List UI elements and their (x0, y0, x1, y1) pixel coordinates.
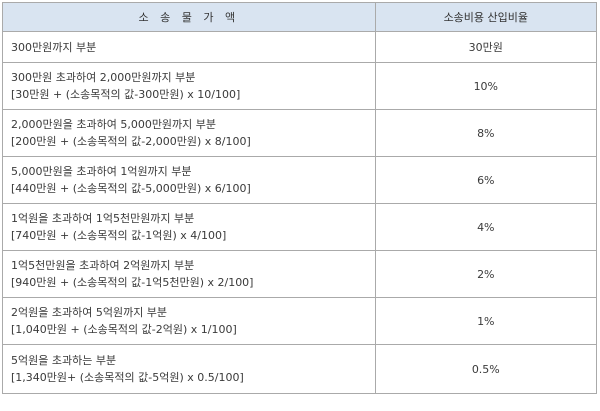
rate-cell: 6% (374, 156, 598, 204)
range-cell: 2억원을 초과하여 5억원까지 부분 [1,040만원 + (소송목적의 값-2… (2, 297, 376, 345)
table-row: 5,000만원을 초과하여 1억원까지 부분 [440만원 + (소송목적의 값… (2, 156, 598, 204)
rate-cell: 0.5% (374, 344, 598, 394)
range-cell: 2,000만원을 초과하여 5,000만원까지 부분 [200만원 + (소송목… (2, 109, 376, 157)
table-row: 2,000만원을 초과하여 5,000만원까지 부분 [200만원 + (소송목… (2, 109, 598, 157)
range-cell: 1억5천만원을 초과하여 2억원까지 부분 [940만원 + (소송목적의 값-… (2, 250, 376, 298)
range-text: 2억원을 초과하여 5억원까지 부분 (11, 306, 168, 319)
range-cell: 300만원 초과하여 2,000만원까지 부분 [30만원 + (소송목적의 값… (2, 62, 376, 110)
rate-cell: 4% (374, 203, 598, 251)
table-row: 300만원 초과하여 2,000만원까지 부분 [30만원 + (소송목적의 값… (2, 62, 598, 110)
formula-text: [200만원 + (소송목적의 값-2,000만원) x 8/100] (11, 135, 251, 148)
range-cell: 5,000만원을 초과하여 1억원까지 부분 [440만원 + (소송목적의 값… (2, 156, 376, 204)
table-row: 1억5천만원을 초과하여 2억원까지 부분 [940만원 + (소송목적의 값-… (2, 250, 598, 298)
formula-text: [1,340만원+ (소송목적의 값-5억원) x 0.5/100] (11, 371, 244, 384)
rate-cell: 8% (374, 109, 598, 157)
table-row: 300만원까지 부분 30만원 (2, 31, 598, 63)
rate-cell: 2% (374, 250, 598, 298)
rate-cell: 10% (374, 62, 598, 110)
range-text: 5억원을 초과하는 부분 (11, 354, 117, 367)
litigation-cost-table: 소 송 물 가 액 소송비용 산입비율 300만원까지 부분 30만원 300만… (2, 2, 598, 394)
range-cell: 1억원을 초과하여 1억5천만원까지 부분 [740만원 + (소송목적의 값-… (2, 203, 376, 251)
formula-text: [940만원 + (소송목적의 값-1억5천만원) x 2/100] (11, 276, 254, 289)
range-text: 1억5천만원을 초과하여 2억원까지 부분 (11, 259, 195, 272)
range-text: 2,000만원을 초과하여 5,000만원까지 부분 (11, 118, 217, 131)
range-cell: 5억원을 초과하는 부분 [1,340만원+ (소송목적의 값-5억원) x 0… (2, 344, 376, 394)
formula-text: [740만원 + (소송목적의 값-1억원) x 4/100] (11, 229, 227, 242)
range-text: 300만원 초과하여 2,000만원까지 부분 (11, 71, 196, 84)
rate-cell: 30만원 (374, 31, 598, 63)
column-header-claim-amount: 소 송 물 가 액 (2, 2, 376, 32)
table-row: 1억원을 초과하여 1억5천만원까지 부분 [740만원 + (소송목적의 값-… (2, 203, 598, 251)
table-header-row: 소 송 물 가 액 소송비용 산입비율 (2, 2, 598, 32)
rate-cell: 1% (374, 297, 598, 345)
table-row: 5억원을 초과하는 부분 [1,340만원+ (소송목적의 값-5억원) x 0… (2, 344, 598, 394)
range-text: 5,000만원을 초과하여 1억원까지 부분 (11, 165, 192, 178)
range-text: 300만원까지 부분 (11, 41, 97, 54)
formula-text: [1,040만원 + (소송목적의 값-2억원) x 1/100] (11, 323, 237, 336)
column-header-cost-ratio: 소송비용 산입비율 (374, 2, 598, 32)
formula-text: [30만원 + (소송목적의 값-300만원) x 10/100] (11, 88, 241, 101)
range-cell: 300만원까지 부분 (2, 31, 376, 63)
table-row: 2억원을 초과하여 5억원까지 부분 [1,040만원 + (소송목적의 값-2… (2, 297, 598, 345)
formula-text: [440만원 + (소송목적의 값-5,000만원) x 6/100] (11, 182, 251, 195)
range-text: 1억원을 초과하여 1억5천만원까지 부분 (11, 212, 195, 225)
